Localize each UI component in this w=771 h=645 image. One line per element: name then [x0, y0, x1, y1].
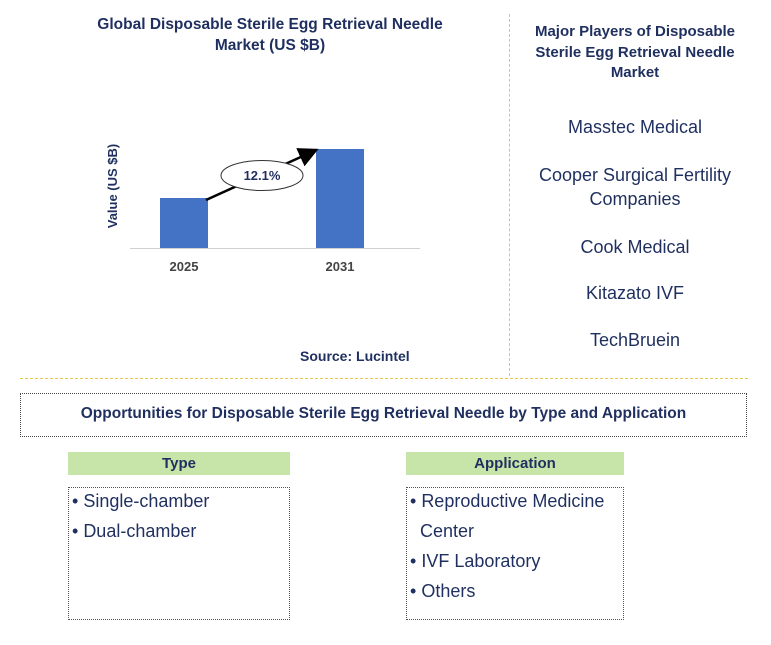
- player-item: Cook Medical: [580, 237, 690, 257]
- player-item: TechBruein: [589, 330, 681, 350]
- bar-2031: [316, 149, 364, 248]
- chart-title-line-2: Market (US $B): [214, 37, 326, 54]
- bar-chart: 2025 2031 Value (US $B) 12.1%: [105, 144, 420, 274]
- opportunities-title-box: [20, 393, 747, 437]
- cagr-ellipse: [220, 160, 304, 191]
- source-note: Source: Lucintel: [300, 348, 410, 364]
- application-list-box: [406, 487, 624, 620]
- y-axis-label: Value (US $B): [105, 144, 120, 229]
- type-header: Type: [68, 452, 290, 475]
- x-tick-label: 2025: [170, 259, 199, 274]
- application-header: Application: [406, 452, 624, 475]
- players-title: Major Players of Disposable Sterile Egg …: [519, 22, 751, 84]
- type-list-item-label: Dual-chamber: [83, 521, 197, 541]
- x-tick-labels: 2025 2031: [170, 259, 355, 274]
- application-list-item-label: Others: [421, 581, 476, 601]
- cagr-annotation: 12.1%: [205, 148, 319, 202]
- chart-title: Global Disposable Sterile Egg Retrieval …: [60, 14, 480, 56]
- application-list-item-continuation: Center: [420, 521, 475, 541]
- player-item-line: Cooper Surgical Fertility: [538, 165, 732, 185]
- opportunities-title: Opportunities for Disposable Sterile Egg…: [80, 405, 687, 422]
- application-list-item: • Reproductive Medicine: [410, 491, 605, 511]
- type-list-item: • Dual-chamber: [72, 521, 197, 541]
- players-title-line-3: Market: [610, 64, 660, 81]
- application-list-item-label: Reproductive Medicine: [421, 491, 605, 511]
- application-list-item: • IVF Laboratory: [410, 551, 541, 571]
- bar-2025: [160, 198, 208, 248]
- horizontal-divider: [20, 378, 748, 379]
- players-title-line-1: Major Players of Disposable: [534, 23, 736, 40]
- player-item: Cooper Surgical Fertility Companies: [519, 163, 751, 211]
- vertical-divider: [509, 14, 510, 376]
- type-list-item: • Single-chamber: [72, 491, 210, 511]
- type-list-item-label: Single-chamber: [83, 491, 210, 511]
- players-title-line-2: Sterile Egg Retrieval Needle: [535, 43, 735, 61]
- chart-title-line-1: Global Disposable Sterile Egg Retrieval …: [97, 16, 443, 33]
- player-item-line: Companies: [589, 189, 681, 209]
- player-item: Masstec Medical: [567, 117, 703, 137]
- type-list-box: [68, 487, 290, 620]
- cagr-label: 12.1%: [244, 168, 281, 183]
- application-list-item: • Others: [410, 581, 476, 601]
- player-item: Kitazato IVF: [585, 283, 685, 303]
- chart-bars: [160, 149, 364, 248]
- x-tick-label: 2031: [326, 259, 355, 274]
- application-list-item-label: IVF Laboratory: [421, 551, 541, 571]
